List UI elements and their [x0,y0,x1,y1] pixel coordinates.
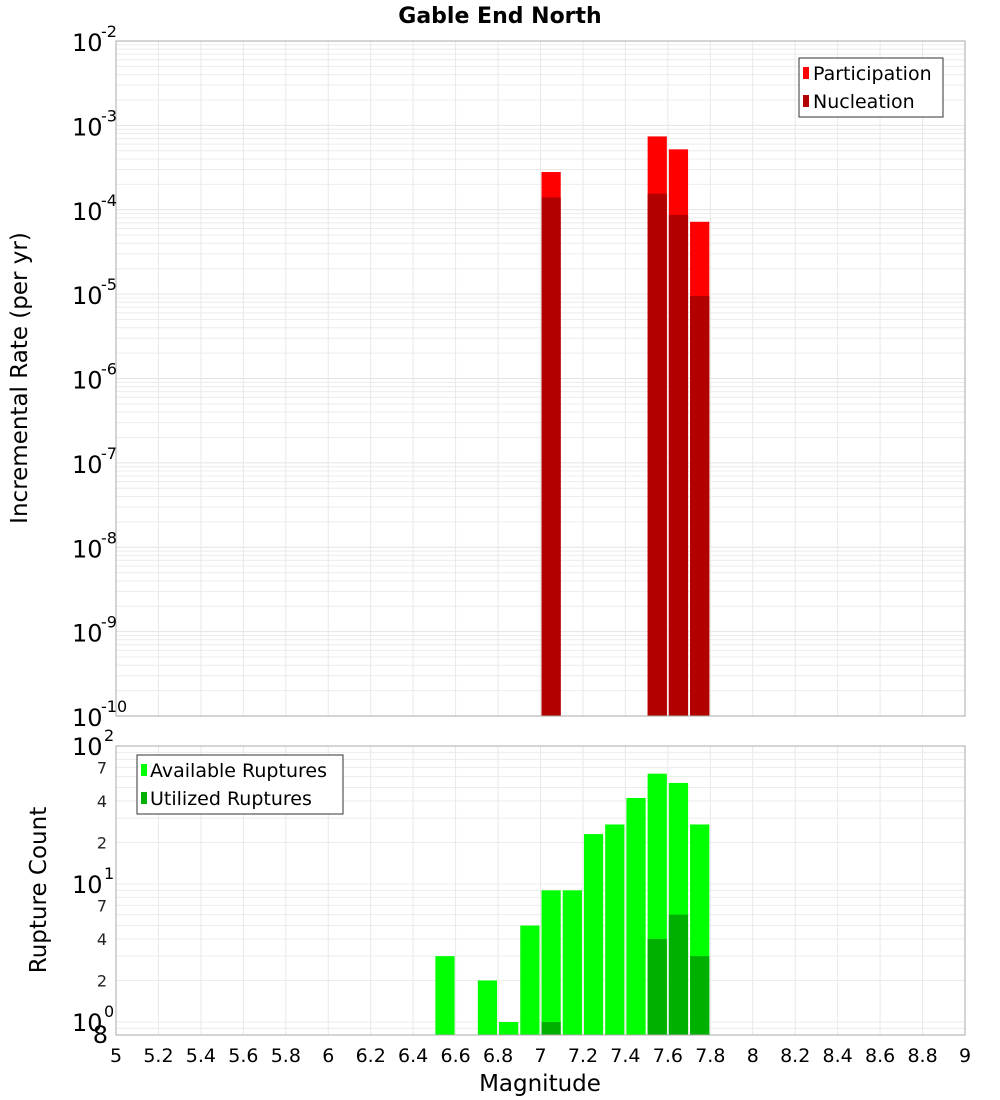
x-tick-label: 6.4 [398,1045,428,1067]
nucleation-bar [668,214,689,716]
x-tick-label: 5.6 [228,1045,258,1067]
svg-text:-6: -6 [101,360,117,379]
legend-participation: Participation [813,63,932,85]
svg-text:10: 10 [72,198,103,226]
x-tick-label: 6 [322,1045,334,1067]
x-tick-label: 7 [534,1045,546,1067]
top-y-axis-label: Incremental Rate (per yr) [7,232,33,524]
x-tick-label: 8.4 [823,1045,853,1067]
svg-text:-4: -4 [101,191,117,210]
y-tick-label: 10-9 [72,613,117,648]
x-tick-label: 7.2 [568,1045,598,1067]
x-tick-label: 6.6 [440,1045,470,1067]
svg-text:-2: -2 [101,22,117,41]
svg-text:-9: -9 [101,613,117,632]
bottom-y-axis-label: Rupture Count [26,807,52,973]
y-minor-tick-label: 2 [97,971,107,990]
y-tick-label: 10-3 [72,106,117,141]
bottom-legend: Available Ruptures Utilized Ruptures [136,754,344,815]
y-minor-tick-label: 2 [97,833,107,852]
x-tick-label: 7.8 [695,1045,725,1067]
y-tick-label: 10-4 [72,191,117,226]
x-tick-label: 8.6 [865,1045,895,1067]
available-ruptures-bar [477,980,498,1035]
svg-text:10: 10 [72,871,103,899]
x-tick-label: 5.8 [271,1045,301,1067]
x-tick-label: 6.8 [483,1045,513,1067]
y-tick-label: 10-2 [72,22,117,57]
y-tick-label: 10-10 [72,697,127,732]
y-minor-tick-label: 7 [97,896,107,915]
y-tick-label: 10 2 [72,726,114,761]
nucleation-bar [647,193,667,716]
y-tick-label: 10 1 [72,864,114,899]
x-tick-label: 5.4 [186,1045,216,1067]
x-tick-label: 5.2 [143,1045,173,1067]
legend-available-ruptures: Available Ruptures [150,760,327,782]
svg-text:2: 2 [104,726,114,745]
y-tick-label: 10-6 [72,360,117,395]
x-tick-label: 7.4 [610,1045,640,1067]
x-tick-label: 8.8 [907,1045,937,1067]
svg-text:10: 10 [72,1009,103,1037]
available-ruptures-bar [583,834,604,1035]
y-minor-tick-label: 7 [97,758,107,777]
x-tick-label: 9 [959,1045,971,1067]
available-ruptures-bar [499,1022,519,1035]
top-legend: Participation Nucleation [798,57,944,118]
available-ruptures-bar [541,890,561,1035]
x-axis-label: Magnitude [479,1071,601,1097]
y-minor-tick-label: 4 [97,930,107,949]
svg-text:10: 10 [72,367,103,395]
available-ruptures-bar [626,797,646,1035]
available-ruptures-bar [435,956,455,1035]
utilized-ruptures-bar [647,938,667,1035]
y-tick-label: 10 0 [72,1002,114,1037]
y-tick-label: 10-7 [72,444,117,479]
svg-text:10: 10 [72,704,103,732]
x-tick-label: 5 [110,1045,122,1067]
y-minor-tick-label: 8 [93,1021,108,1049]
legend-nucleation: Nucleation [813,91,915,113]
svg-text:10: 10 [72,535,103,563]
svg-text:-10: -10 [101,697,127,716]
nucleation-bar [690,296,710,716]
x-tick-label: 8.2 [780,1045,810,1067]
svg-text:10: 10 [72,113,103,141]
svg-text:10: 10 [72,620,103,648]
x-tick-label: 7.6 [653,1045,683,1067]
svg-text:10: 10 [72,282,103,310]
svg-text:10: 10 [72,733,103,761]
incremental-rate-plot: 10-210-310-410-510-610-710-810-910-10Par… [72,22,966,732]
x-tick-label: 8 [747,1045,759,1067]
available-ruptures-bar [520,925,540,1035]
y-minor-tick-label: 4 [97,792,107,811]
y-tick-label: 10-8 [72,528,117,563]
svg-text:0: 0 [104,1002,114,1021]
svg-text:-3: -3 [101,106,117,125]
utilized-ruptures-bar [668,914,689,1035]
available-ruptures-bar [562,890,582,1035]
available-ruptures-bar [605,824,625,1035]
utilized-ruptures-bar [690,956,710,1035]
svg-text:1: 1 [104,864,114,883]
x-tick-label: 6.2 [356,1045,386,1067]
svg-text:-8: -8 [101,528,117,547]
svg-text:10: 10 [72,29,103,57]
nucleation-bar [541,197,561,717]
chart-title: Gable End North [398,4,601,29]
y-tick-label: 10-5 [72,275,117,310]
utilized-ruptures-bar [541,1022,561,1035]
legend-utilized-ruptures: Utilized Ruptures [150,788,312,810]
svg-text:-5: -5 [101,275,117,294]
svg-text:-7: -7 [101,444,117,463]
svg-text:10: 10 [72,451,103,479]
